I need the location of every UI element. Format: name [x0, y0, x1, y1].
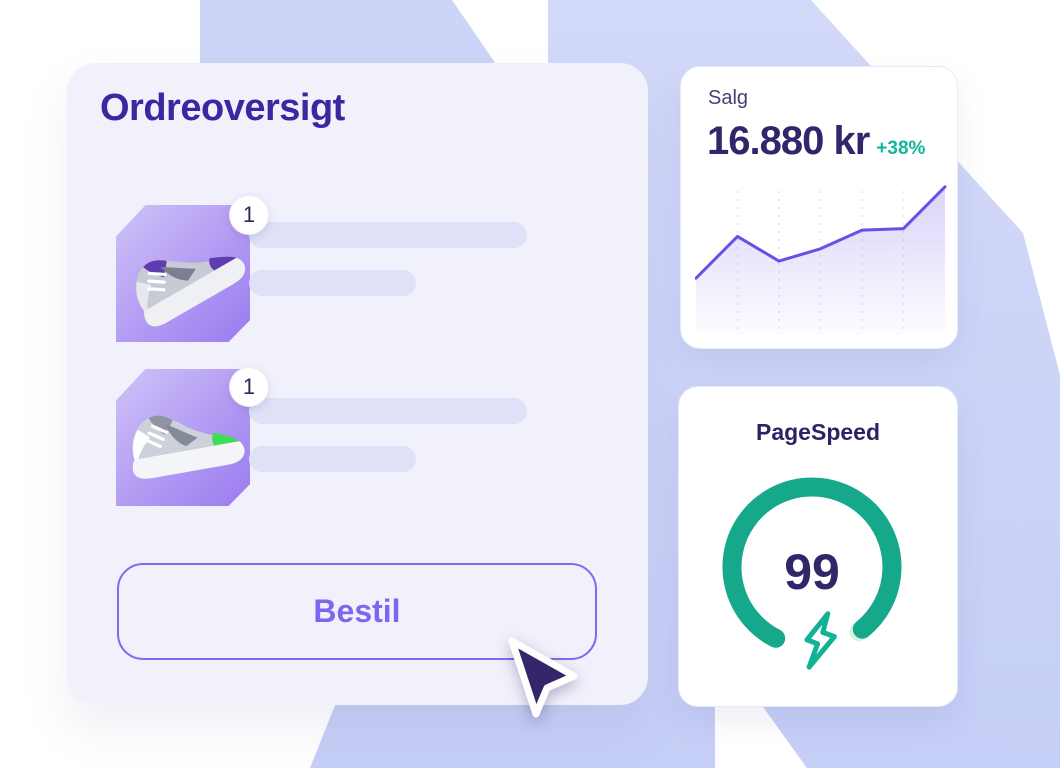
pagespeed-card: PageSpeed 99: [678, 386, 958, 707]
order-button-label: Bestil: [313, 593, 401, 629]
item-text-placeholder: [249, 398, 527, 424]
bg-band-left: [200, 0, 500, 70]
lightning-bolt-icon: [804, 611, 837, 670]
item-text-placeholder: [249, 270, 416, 296]
pagespeed-title: PageSpeed: [756, 419, 880, 445]
sales-value-row: 16.880 kr +38%: [707, 119, 925, 164]
item-text-placeholder: [249, 222, 527, 248]
quantity-value: 1: [242, 374, 256, 399]
sneaker-green-icon: [132, 415, 245, 479]
chart-line: [695, 185, 947, 280]
chart-area-fill: [696, 186, 945, 334]
sales-delta-badge: +38%: [876, 138, 926, 159]
sneaker-purple-icon: [135, 256, 246, 327]
order-overview-card: Ordreoversigt 1: [67, 63, 648, 705]
product-image-tile-1: [116, 205, 250, 342]
item-text-placeholder: [249, 446, 416, 472]
order-card-title: Ordreoversigt: [100, 87, 345, 129]
quantity-badge: 1: [229, 367, 269, 407]
quantity-badge: 1: [229, 195, 269, 235]
pagespeed-score: 99: [784, 544, 840, 600]
order-button[interactable]: Bestil: [117, 563, 597, 660]
pagespeed-gauge: [722, 477, 902, 670]
sales-value: 16.880 kr: [707, 119, 870, 163]
sales-area-chart: [695, 185, 947, 334]
product-image-tile-2: [116, 369, 250, 506]
gauge-score-arc: [722, 477, 902, 648]
sales-label: Salg: [708, 87, 749, 109]
quantity-value: 1: [242, 202, 256, 227]
sales-stat-card: Salg 16.880 kr +38%: [680, 66, 958, 349]
